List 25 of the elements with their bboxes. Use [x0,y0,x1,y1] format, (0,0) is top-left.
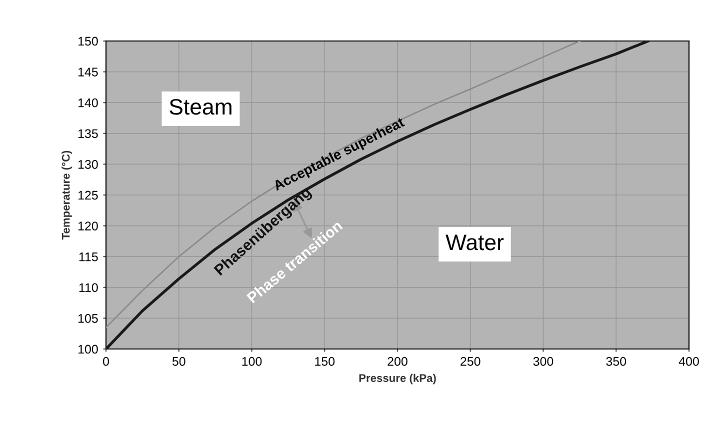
x-tick-label: 200 [388,356,408,366]
x-tick-label: 100 [242,356,262,366]
annotation: Water [446,234,504,250]
y-tick-label: 110 [79,283,98,292]
x-tick-label: 0 [103,356,109,366]
y-tick-label: 115 [79,252,98,262]
y-tick-label: 120 [78,222,98,230]
annotation: Steam [170,98,232,115]
y-tick-label: 100 [78,344,98,354]
y-tick-label: 135 [78,129,98,138]
x-tick-label: 150 [315,356,335,366]
y-tick-label: 145 [78,68,98,76]
y-tick-label: 105 [78,314,98,323]
x-tick-label: 350 [606,356,626,366]
line-series [106,41,580,328]
y-tick-label: 150 [78,36,98,46]
x-tick-label: 400 [678,356,699,366]
y-tick-label: 130 [78,160,98,169]
y-axis-title: Temperature (°C) [62,150,72,240]
x-axis-title: Pressure (kPa) [359,374,436,384]
x-tick-label: 250 [460,356,480,366]
y-tick-label: 140 [78,98,98,108]
y-tick-label: 125 [78,190,98,200]
x-tick-label: 300 [533,356,554,366]
x-tick-label: 50 [172,356,186,366]
